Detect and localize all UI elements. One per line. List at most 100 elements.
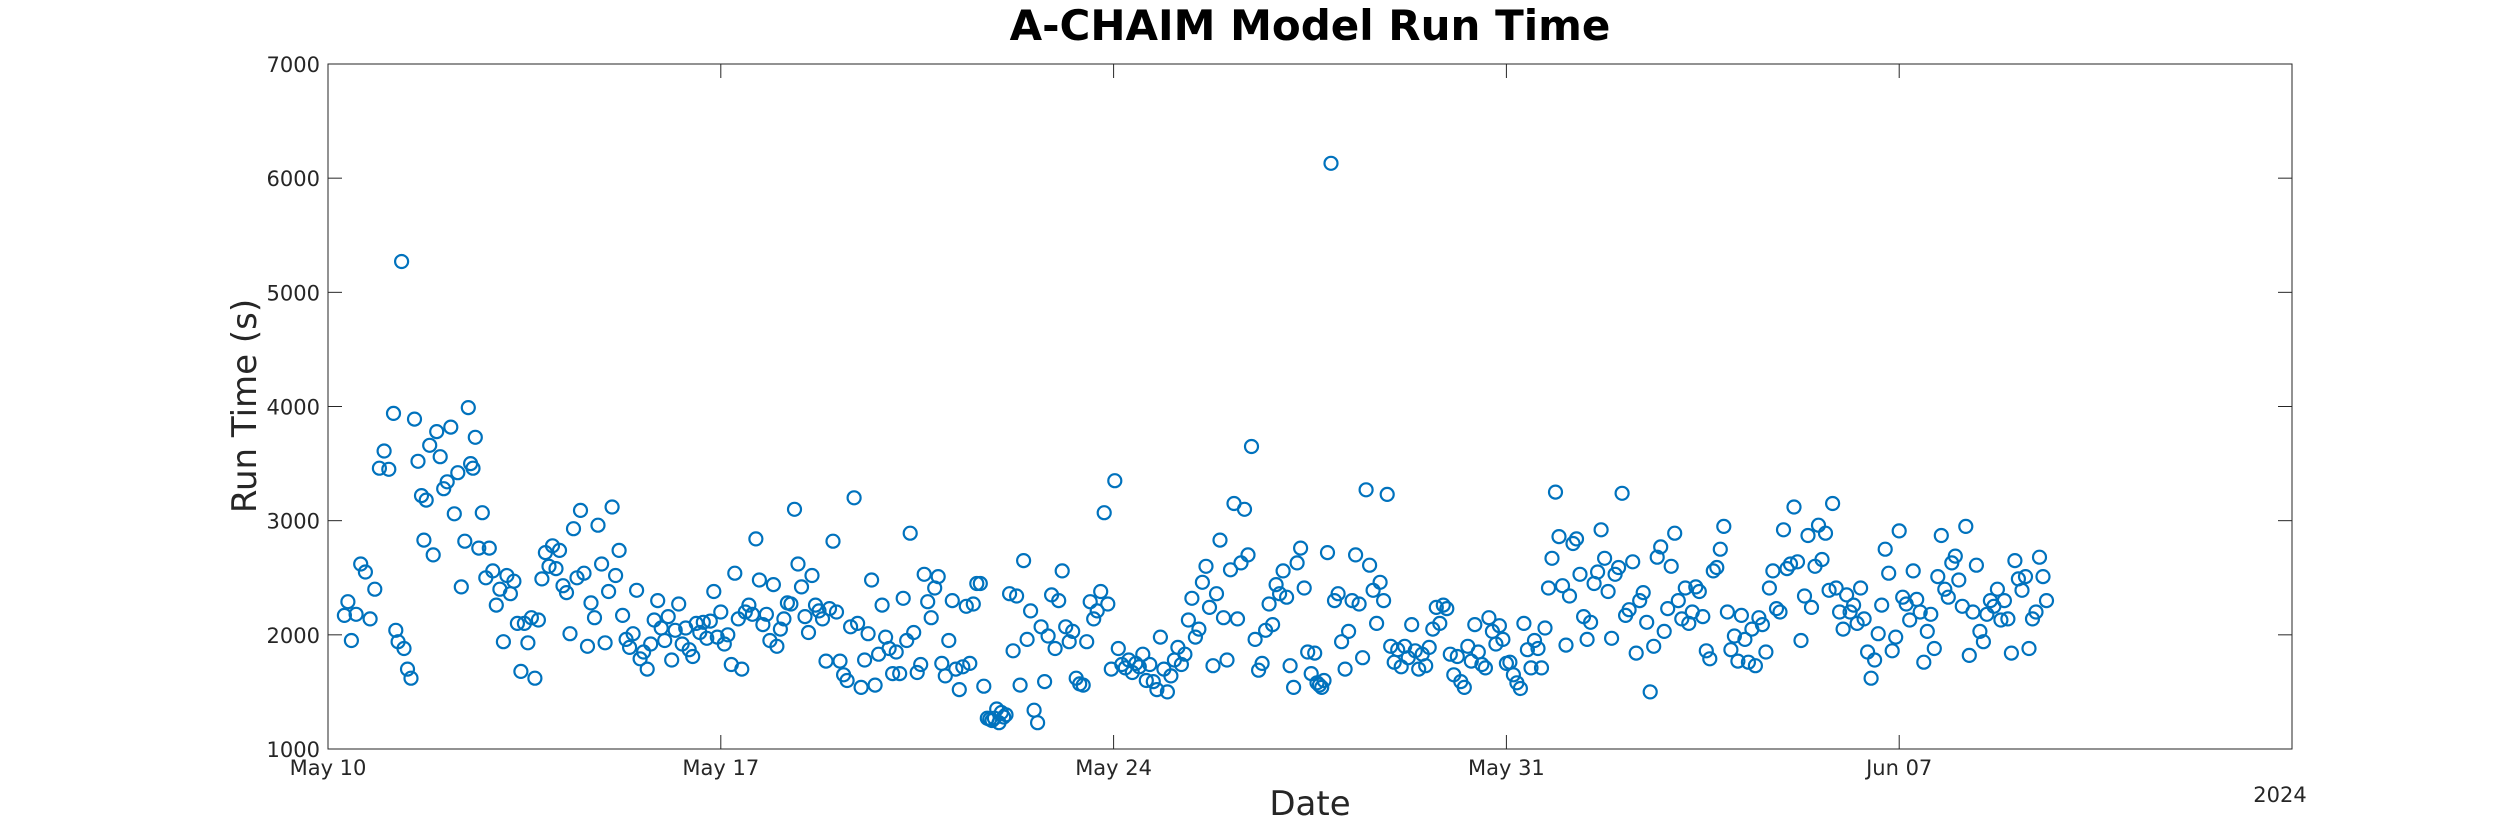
data-point [579, 638, 596, 654]
data-point [1772, 604, 1788, 620]
data-point [839, 672, 855, 689]
data-point [909, 664, 925, 681]
data-point [1589, 564, 1606, 580]
data-point [2028, 604, 2044, 620]
data-point [660, 608, 676, 625]
data-point [1194, 574, 1211, 590]
data-point [1240, 547, 1256, 563]
data-point [1884, 643, 1900, 659]
data-point [611, 542, 627, 559]
data-point [1411, 661, 1427, 677]
data-point [1368, 615, 1385, 632]
data-point [1782, 556, 1799, 572]
data-point [453, 579, 469, 595]
data-point [471, 540, 487, 556]
chart-title: A-CHAIM Model Run Time [1010, 1, 1611, 50]
data-point [1323, 155, 1339, 171]
data-point [467, 429, 483, 445]
data-point [1159, 684, 1176, 700]
data-point [965, 596, 981, 612]
data-point [643, 636, 659, 652]
data-point [1372, 574, 1388, 590]
data-point [1247, 631, 1263, 648]
data-point [720, 627, 736, 643]
data-point [527, 670, 543, 686]
data-point [1029, 715, 1046, 731]
data-point [1061, 634, 1077, 650]
data-point [2007, 552, 2023, 569]
data-point [1177, 646, 1193, 662]
data-point [1632, 592, 1648, 609]
data-point [1432, 615, 1448, 632]
data-point [457, 533, 473, 549]
data-point [1888, 629, 1904, 645]
data-point [874, 597, 890, 613]
data-point [600, 583, 617, 600]
data-point [1187, 629, 1204, 645]
data-point [413, 488, 430, 504]
data-point [1789, 554, 1806, 570]
data-point [460, 400, 476, 416]
x-tick-label: May 10 [290, 756, 367, 780]
data-point [1421, 639, 1437, 656]
data-point [1993, 612, 2009, 628]
data-point [1275, 563, 1291, 579]
data-point [1600, 583, 1616, 600]
data-point [1814, 551, 1830, 568]
data-point [1768, 600, 1785, 617]
data-point [1817, 525, 1834, 541]
data-point [1758, 644, 1774, 660]
data-point [520, 635, 536, 651]
x-axis: May 10 May 17 May 24 May 31 Jun 07 [290, 64, 1932, 780]
data-point [713, 604, 729, 620]
data-point [1561, 588, 1578, 604]
data-point [558, 584, 575, 601]
data-point [1361, 557, 1378, 573]
x-tick-label: May 31 [1468, 756, 1545, 780]
data-point [1831, 604, 1848, 620]
data-point [1022, 603, 1039, 619]
data-point [1533, 660, 1550, 676]
data-point [1149, 681, 1165, 698]
data-point [1947, 548, 1963, 564]
data-point [1761, 580, 1778, 596]
data-point [425, 547, 441, 563]
x-tick-label: May 24 [1075, 756, 1152, 780]
data-point [1439, 600, 1455, 617]
data-point [1418, 658, 1434, 674]
data-point [1354, 650, 1371, 666]
data-point [1593, 522, 1609, 538]
data-point [1495, 631, 1511, 648]
data-point [856, 652, 873, 668]
data-point [1309, 675, 1325, 691]
data-point [443, 419, 459, 435]
y-axis-title: Run Time (s) [225, 299, 265, 513]
data-point [913, 656, 929, 673]
data-point [1733, 607, 1750, 624]
data-point [1261, 596, 1277, 612]
data-point [1435, 597, 1451, 613]
data-point [1292, 540, 1309, 556]
data-point [1989, 581, 2006, 597]
x-tick-label: Jun 07 [1864, 756, 1932, 780]
data-point [1481, 610, 1497, 626]
data-point [2035, 568, 2051, 585]
data-point [1923, 606, 1939, 622]
data-point [1300, 644, 1316, 660]
data-point [853, 679, 869, 696]
data-point [1296, 580, 1312, 596]
data-point [706, 583, 722, 600]
data-point [671, 596, 687, 612]
data-point [1201, 599, 1218, 616]
data-point [565, 521, 582, 537]
data-point [1702, 651, 1718, 667]
y-tick-label: 3000 [267, 510, 320, 534]
data-point [1961, 647, 1977, 664]
data-point [465, 460, 481, 476]
data-point [758, 606, 775, 622]
data-point [551, 542, 568, 559]
data-point [776, 611, 792, 627]
data-point [410, 453, 426, 469]
data-point [1271, 586, 1288, 602]
data-point [1670, 592, 1686, 609]
